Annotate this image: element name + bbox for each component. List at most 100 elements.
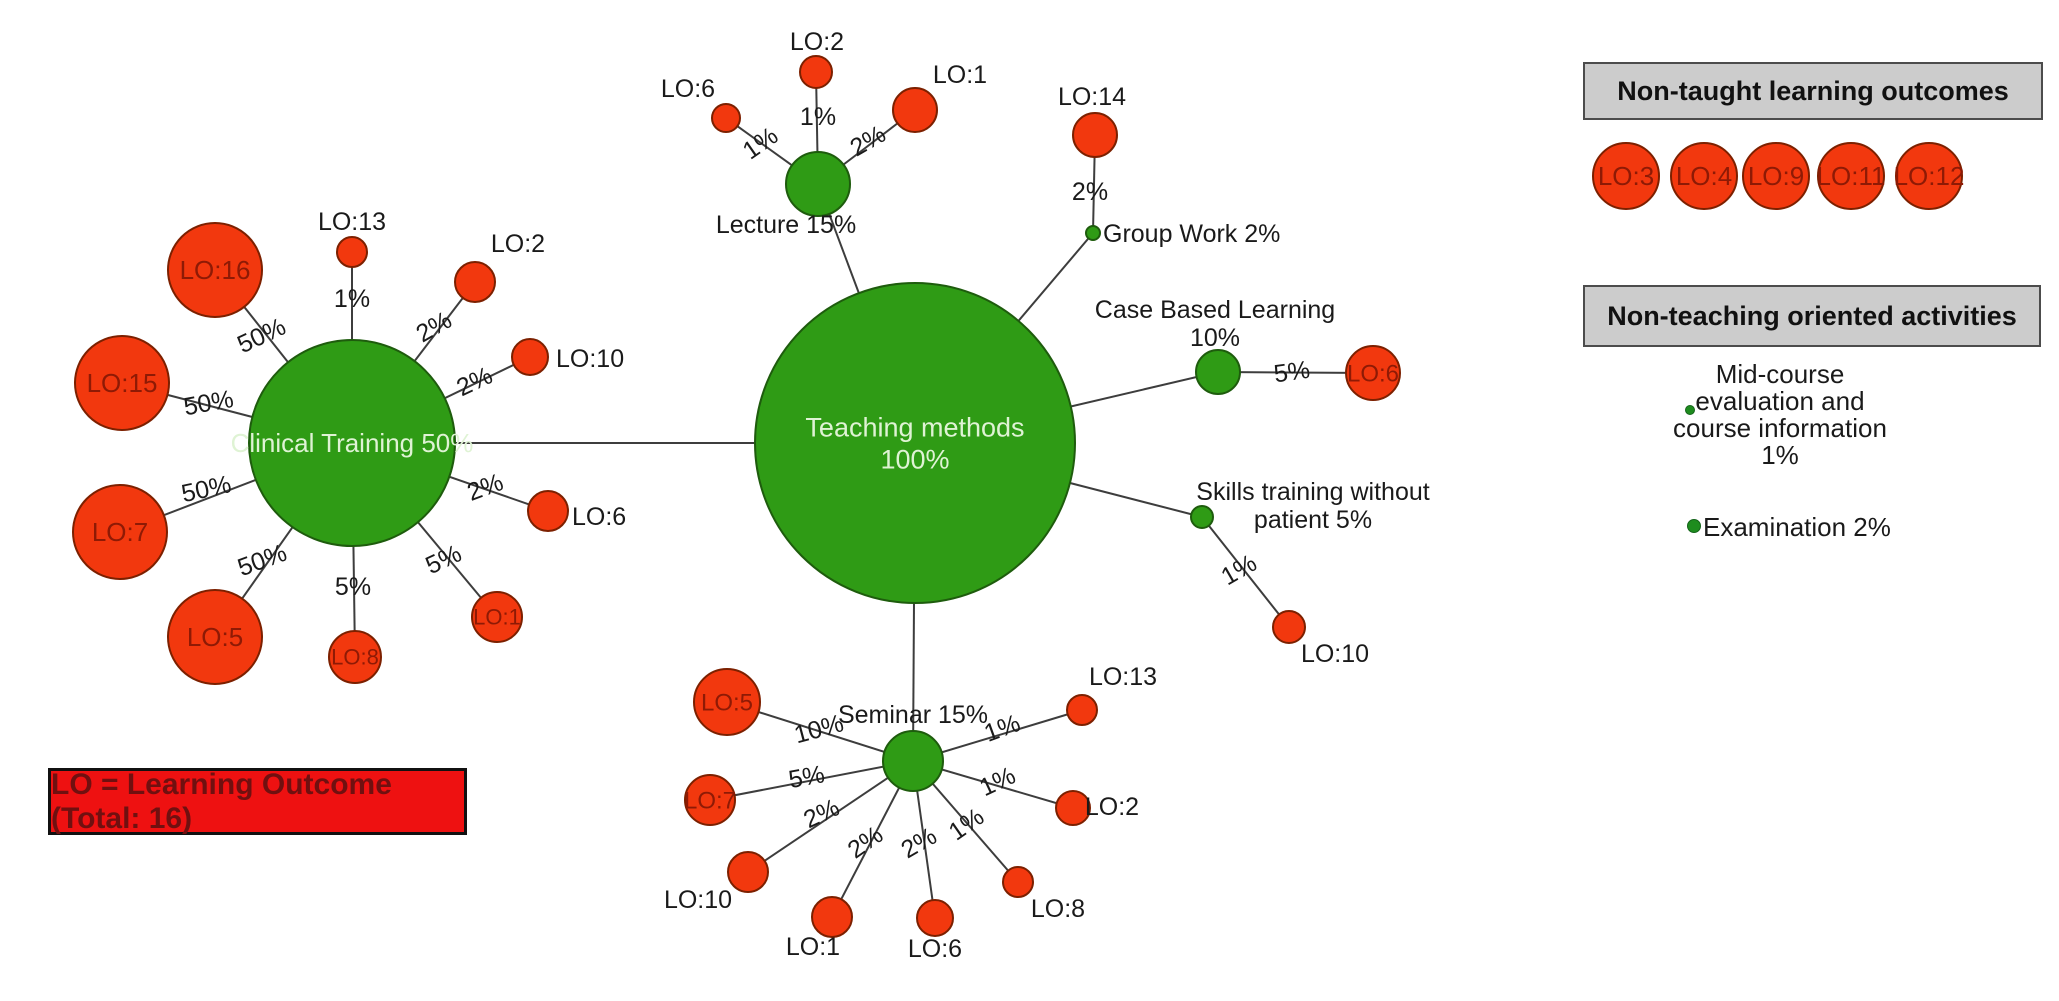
node-sem1-label: LO:1 (786, 933, 840, 961)
non-taught-outcome-circle: LO:3 (1592, 142, 1660, 210)
node-clinical-method-circle (248, 339, 456, 547)
edge-seminar-sem10 (747, 760, 914, 873)
edge-weight-label: 2% (843, 821, 889, 865)
edge-weight-label: 50% (182, 385, 236, 421)
node-lecture-method-circle (785, 151, 851, 217)
node-cl16-text: LO:16 (180, 255, 251, 285)
node-sem5-outcome-circle (693, 668, 761, 736)
non-teaching-header: Non-teaching oriented activities (1583, 285, 2041, 347)
edge-seminar-sem7 (709, 760, 914, 801)
node-cl8-outcome-circle (328, 630, 382, 684)
edge-weight-label: 2% (845, 120, 890, 162)
node-sem13-label: LO:13 (1089, 663, 1157, 691)
non-taught-outcome-circle: LO:9 (1742, 142, 1810, 210)
node-lo14-outcome-circle (1072, 112, 1118, 158)
node-cl8-text: LO:8 (331, 645, 379, 670)
node-seminar-label: Seminar 15% (838, 701, 988, 729)
edge-weight-label: 50% (179, 470, 234, 508)
node-cl13-outcome-circle (336, 236, 368, 268)
node-cbl-label: Case Based Learning (1095, 296, 1335, 324)
node-cl7-outcome-circle (72, 484, 168, 580)
node-groupwork-label: Group Work 2% (1103, 220, 1280, 248)
edge-weight-label: 5% (335, 573, 371, 601)
node-cl13-label: LO:13 (318, 208, 386, 236)
non-taught-header: Non-taught learning outcomes (1583, 62, 2043, 120)
node-sem7-text: LO:7 (684, 787, 736, 814)
node-sem6-outcome-circle (916, 899, 954, 937)
edge-weight-label: 2% (1072, 178, 1108, 206)
node-lec2-outcome-circle (799, 55, 833, 89)
node-skills-method-circle (1190, 505, 1214, 529)
node-skills-label: Skills training without (1196, 478, 1429, 506)
node-lec1-outcome-circle (892, 87, 938, 133)
node-groupwork-method-circle (1085, 225, 1101, 241)
node-sem8-label: LO:8 (1031, 895, 1085, 923)
node-sem7-outcome-circle (684, 774, 736, 826)
non-taught-outcome-circle: LO:12 (1894, 142, 1964, 210)
node-sem10-outcome-circle (727, 851, 769, 893)
edge-weight-label: 2% (799, 793, 844, 834)
node-sem5-text: LO:5 (701, 689, 753, 716)
node-cbl6-outcome-circle (1345, 345, 1401, 401)
node-cl15-outcome-circle (74, 335, 170, 431)
node-cbl-method-circle (1195, 349, 1241, 395)
node-lec2-label: LO:2 (790, 28, 844, 56)
node-teaching-method-circle (754, 282, 1076, 604)
node-lo14-label: LO:14 (1058, 83, 1126, 111)
node-cbl-label: 10% (1190, 324, 1240, 352)
edge-weight-label: 1% (975, 761, 1020, 802)
node-lec6-label: LO:6 (661, 75, 715, 103)
node-sem6-label: LO:6 (908, 935, 962, 963)
examination-dot-icon (1687, 519, 1701, 533)
node-sk10-label: LO:10 (1301, 640, 1369, 668)
node-cl6-label: LO:6 (572, 503, 626, 531)
non-taught-outcome-circle: LO:4 (1670, 142, 1738, 210)
non-taught-header-label: Non-taught learning outcomes (1617, 75, 2009, 106)
non-taught-outcome-circle: LO:11 (1817, 142, 1885, 210)
node-cl5-outcome-circle (167, 589, 263, 685)
midcourse-dot-icon (1685, 405, 1695, 415)
node-clinical-text: Clinical Training 50% (231, 428, 474, 458)
node-lec1-label: LO:1 (933, 61, 987, 89)
node-cl5-text: LO:5 (187, 622, 243, 652)
edge-weight-label: 50% (234, 539, 291, 582)
edge-skills-sk10 (1201, 516, 1290, 628)
non-teaching-header-label: Non-teaching oriented activities (1607, 300, 2017, 331)
examination-label: Examination 2% (1703, 512, 1891, 542)
node-sk10-outcome-circle (1272, 610, 1306, 644)
node-sem13-outcome-circle (1066, 694, 1098, 726)
node-seminar-method-circle (882, 730, 944, 792)
node-skills-label: patient 5% (1254, 506, 1372, 534)
node-sem10-label: LO:10 (664, 886, 732, 914)
node-cl1-outcome-circle (471, 591, 523, 643)
node-cl16-outcome-circle (167, 222, 263, 318)
edge-weight-label: 5% (421, 539, 466, 580)
lo-legend-label: LO = Learning Outcome (Total: 16) (51, 767, 392, 835)
node-sem1-outcome-circle (811, 896, 853, 938)
node-cl7-text: LO:7 (92, 517, 148, 547)
node-cbl6-text: LO:6 (1347, 360, 1399, 387)
edge-weight-label: 50% (233, 312, 290, 359)
midcourse-label: Mid-course evaluation and course informa… (1673, 359, 1887, 470)
edge-weight-label: 1% (334, 285, 370, 313)
edge-weight-label: 5% (1272, 356, 1312, 389)
edge-weight-label: 2% (452, 361, 497, 402)
node-lec6-outcome-circle (711, 103, 741, 133)
node-teaching-text: Teaching methods 100% (805, 412, 1024, 474)
edge-weight-label: 2% (411, 306, 456, 348)
node-sem2-outcome-circle (1055, 790, 1091, 826)
node-cl10-label: LO:10 (556, 345, 624, 373)
edge-weight-label: 2% (463, 468, 507, 507)
edge-weight-label: 1% (738, 122, 784, 166)
node-cl1-text: LO:1 (473, 605, 521, 630)
edge-weight-label: 5% (786, 760, 826, 794)
node-cl2-label: LO:2 (491, 230, 545, 258)
edge-weight-label: 2% (896, 822, 941, 864)
node-cl15-text: LO:15 (87, 368, 158, 398)
node-sem8-outcome-circle (1002, 866, 1034, 898)
lo-legend-box: LO = Learning Outcome (Total: 16) (48, 768, 467, 835)
node-cl2-outcome-circle (454, 261, 496, 303)
node-cl6-outcome-circle (527, 490, 569, 532)
